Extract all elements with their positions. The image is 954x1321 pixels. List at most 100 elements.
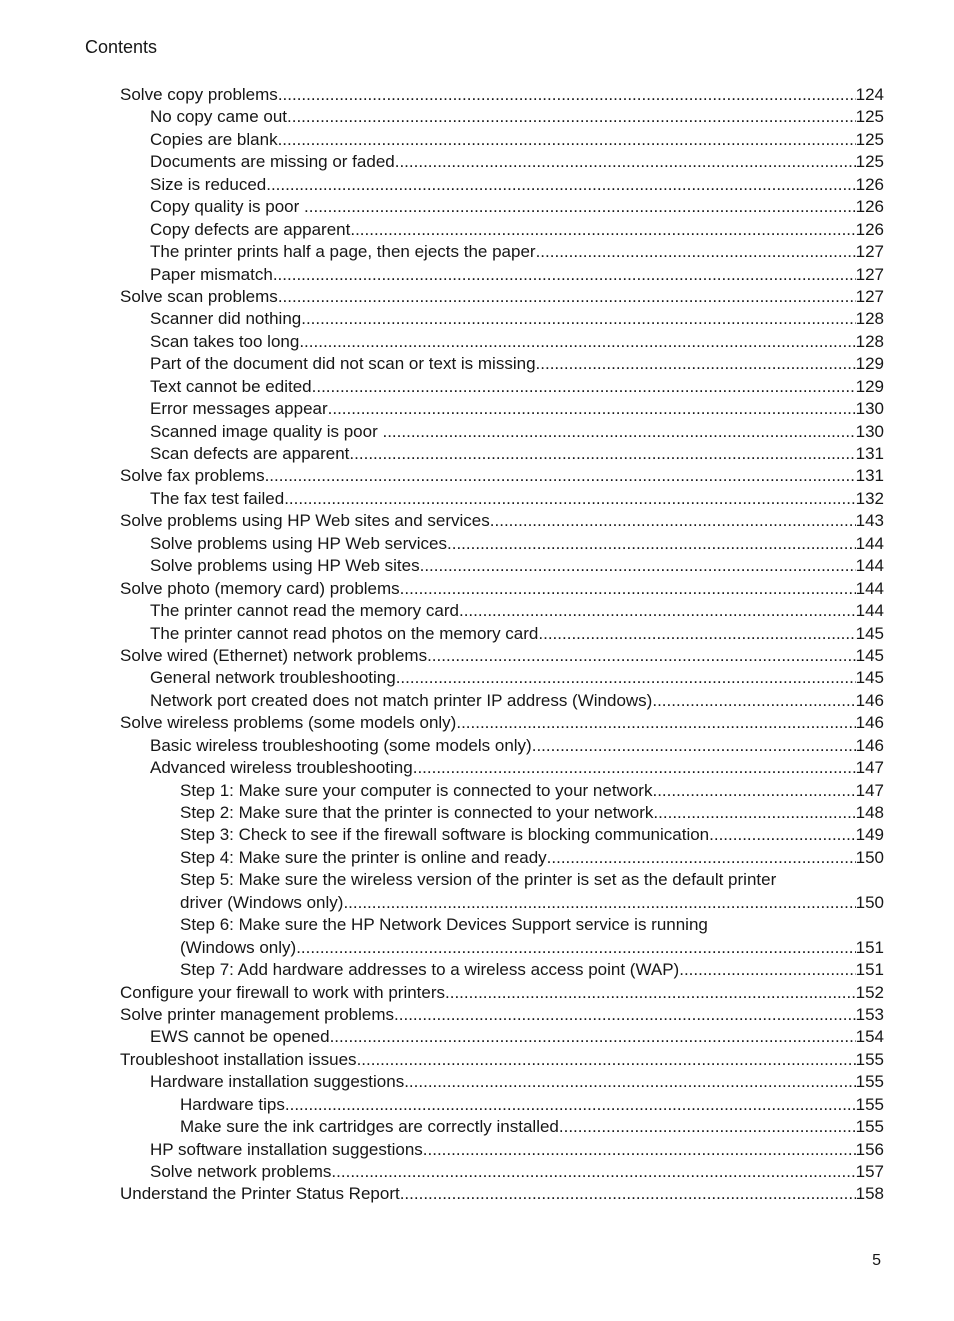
toc-entry[interactable]: Troubleshoot installation issues 155 (120, 1049, 884, 1071)
toc-entry-label: Solve printer management problems (120, 1004, 395, 1024)
toc-entry-label: The fax test failed (150, 488, 285, 508)
toc-entry[interactable]: Copy quality is poor 126 (120, 196, 884, 218)
toc-entry-page: 127 (855, 242, 884, 262)
toc-dot-leader (301, 308, 855, 330)
toc-entry[interactable]: Solve fax problems 131 (120, 465, 884, 487)
toc-entry-page: 147 (855, 780, 884, 800)
toc-entry[interactable]: Network port created does not match prin… (120, 690, 884, 712)
toc-entry[interactable]: Make sure the ink cartridges are correct… (120, 1116, 884, 1138)
toc-entry[interactable]: EWS cannot be opened 154 (120, 1026, 884, 1048)
toc-entry-label: General network troubleshooting (150, 668, 396, 688)
toc-entry[interactable]: Solve copy problems 124 (120, 84, 884, 106)
toc-entry-label: Step 7: Add hardware addresses to a wire… (180, 960, 680, 980)
toc-entry[interactable]: Solve scan problems 127 (120, 286, 884, 308)
toc-entry-label: Text cannot be edited (150, 376, 312, 396)
toc-entry-page: 144 (855, 578, 884, 598)
toc-entry[interactable]: Scanner did nothing 128 (120, 308, 884, 330)
toc-entry-label: Error messages appear (150, 399, 328, 419)
toc-entry[interactable]: Text cannot be edited 129 (120, 376, 884, 398)
toc-entry-label: Scanned image quality is poor (150, 421, 383, 441)
toc-entry[interactable]: Step 3: Check to see if the firewall sof… (120, 824, 884, 846)
toc-entry-page: 146 (855, 713, 884, 733)
toc-dot-leader (547, 847, 856, 869)
toc-entry[interactable]: Documents are missing or faded 125 (120, 151, 884, 173)
toc-entry[interactable]: Part of the document did not scan or tex… (120, 353, 884, 375)
toc-entry[interactable]: HP software installation suggestions 156 (120, 1139, 884, 1161)
toc-dot-leader (445, 982, 856, 1004)
toc-entry-label: Troubleshoot installation issues (120, 1049, 357, 1069)
toc-dot-leader (394, 1004, 856, 1026)
toc-dot-leader (709, 824, 855, 846)
toc-entry[interactable]: Hardware installation suggestions 155 (120, 1071, 884, 1093)
toc-dot-leader (459, 600, 856, 622)
toc-entry[interactable]: Solve problems using HP Web services 144 (120, 533, 884, 555)
toc-entry[interactable]: Solve wired (Ethernet) network problems 1… (120, 645, 884, 667)
toc-dot-leader (265, 465, 856, 487)
toc-entry[interactable]: Step 7: Add hardware addresses to a wire… (120, 959, 884, 981)
toc-dot-leader (278, 129, 856, 151)
toc-entry-label: HP software installation suggestions (150, 1139, 423, 1159)
toc-entry-page: 148 (855, 803, 884, 822)
toc-entry[interactable]: Solve wireless problems (some models onl… (120, 712, 884, 734)
toc-entry[interactable]: Scanned image quality is poor 130 (120, 421, 884, 443)
toc-entry[interactable]: No copy came out 125 (120, 106, 884, 128)
toc-entry-page: 149 (855, 825, 884, 845)
toc-entry[interactable]: Solve printer management problems 153 (120, 1004, 884, 1026)
toc-entry[interactable]: General network troubleshooting 145 (120, 667, 884, 689)
toc-entry-label: Solve problems using HP Web services (150, 533, 448, 553)
toc-entry[interactable]: Paper mismatch 127 (120, 264, 884, 286)
toc-entry-label: Scan defects are apparent (150, 444, 350, 463)
toc-entry[interactable]: Hardware tips 155 (120, 1094, 884, 1116)
toc-entry[interactable]: driver (Windows only) 150 (120, 892, 884, 914)
toc-entry-label: EWS cannot be opened (150, 1027, 330, 1047)
toc-entry[interactable]: The printer cannot read photos on the me… (120, 623, 884, 645)
toc-entry-label: Documents are missing or faded (150, 152, 395, 172)
toc-entry[interactable]: Solve network problems 157 (120, 1161, 884, 1183)
toc-dot-leader (559, 1116, 856, 1138)
toc-entry[interactable]: Configure your firewall to work with pri… (120, 982, 884, 1004)
toc-entry[interactable]: Step 5: Make sure the wireless version o… (120, 869, 884, 891)
toc-entry[interactable]: Size is reduced 126 (120, 174, 884, 196)
toc-dot-leader (273, 264, 856, 286)
toc-entry[interactable]: Step 2: Make sure that the printer is co… (120, 802, 884, 824)
toc-entry-page: 130 (855, 421, 884, 441)
toc-entry-label: The printer prints half a page, then eje… (150, 242, 536, 262)
toc-entry[interactable]: Error messages appear 130 (120, 398, 884, 420)
toc-entry-label: Solve photo (memory card) problems (120, 578, 400, 598)
toc-entry[interactable]: Copies are blank 125 (120, 129, 884, 151)
toc-entry-label: Solve problems using HP Web sites and se… (120, 511, 490, 531)
toc-entry[interactable]: Step 4: Make sure the printer is online … (120, 847, 884, 869)
toc-entry[interactable]: Understand the Printer Status Report 158 (120, 1183, 884, 1205)
toc-entry-page: 131 (855, 466, 884, 486)
toc-entry[interactable]: (Windows only) 151 (120, 937, 884, 959)
toc-entry[interactable]: Scan defects are apparent 131 (120, 443, 884, 465)
toc-dot-leader (404, 1071, 855, 1093)
contents-heading: Contents (85, 37, 158, 57)
toc-entry[interactable]: Step 6: Make sure the HP Network Devices… (120, 914, 884, 936)
toc-entry[interactable]: Solve problems using HP Web sites and se… (120, 510, 884, 532)
toc-entry[interactable]: Step 1: Make sure your computer is conne… (120, 780, 884, 802)
toc-dot-leader (396, 667, 856, 689)
toc-entry[interactable]: Scan takes too long 128 (120, 331, 884, 353)
toc-entry[interactable]: Copy defects are apparent 126 (120, 219, 884, 241)
toc-dot-leader (343, 892, 855, 914)
toc-entry-label: The printer cannot read the memory card (150, 601, 459, 621)
toc-entry[interactable]: Solve photo (memory card) problems 144 (120, 578, 884, 600)
toc-entry[interactable]: Solve problems using HP Web sites 144 (120, 555, 884, 577)
toc-entry[interactable]: The fax test failed 132 (120, 488, 884, 510)
toc-dot-leader (652, 780, 855, 802)
toc-entry-label: The printer cannot read photos on the me… (150, 623, 539, 643)
toc-dot-leader (447, 533, 856, 555)
toc-entry-label: Solve problems using HP Web sites (150, 556, 420, 576)
toc-entry-page: 129 (855, 376, 884, 396)
toc-entry-page: 126 (855, 174, 884, 194)
toc-entry[interactable]: The printer prints half a page, then eje… (120, 241, 884, 263)
toc-entry[interactable]: Advanced wireless troubleshooting 147 (120, 757, 884, 779)
toc-entry-label: Make sure the ink cartridges are correct… (180, 1117, 559, 1137)
toc-entry[interactable]: The printer cannot read the memory card 1… (120, 600, 884, 622)
toc-dot-leader (278, 84, 856, 106)
toc-entry-page: 128 (855, 331, 884, 351)
toc-entry[interactable]: Basic wireless troubleshooting (some mod… (120, 735, 884, 757)
toc-entry-page: 144 (855, 556, 884, 576)
toc-dot-leader (357, 1049, 856, 1071)
